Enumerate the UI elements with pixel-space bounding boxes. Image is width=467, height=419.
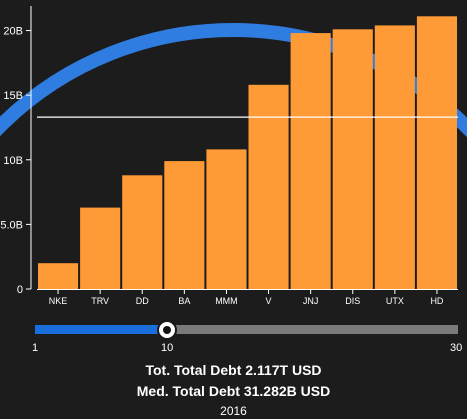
bar-nke	[38, 263, 78, 289]
y-tick-label: 5.0B	[0, 219, 23, 231]
y-tick-label: 10B	[3, 155, 23, 167]
bar-utx	[375, 25, 415, 289]
bar-jnj	[291, 33, 331, 289]
bar-v	[249, 85, 289, 289]
total-debt-stat: Tot. Total Debt 2.117T USD	[0, 362, 467, 378]
y-tick-label: 0	[17, 284, 23, 296]
bar-ba	[164, 161, 204, 289]
y-tick-label: 15B	[3, 90, 23, 102]
x-tick-label-mmm: MMM	[215, 296, 238, 306]
bar-hd	[417, 16, 457, 289]
bar-dis	[333, 29, 373, 289]
x-tick-label-dis: DIS	[345, 296, 360, 306]
slider-handle[interactable]	[157, 320, 177, 340]
x-tick-label-jnj: JNJ	[303, 296, 319, 306]
slider-max-label: 30	[450, 342, 462, 354]
x-tick-label-hd: HD	[430, 296, 443, 306]
debt-bar-chart: 0 5.0B 10B 15B 20B NKE TRV DD BA MMM V JNJ DIS UTX HD	[0, 0, 467, 315]
slider-value-label: 10	[161, 342, 173, 354]
x-tick-label-v: V	[266, 296, 272, 306]
bar-dd	[122, 175, 162, 289]
year-range-slider[interactable]	[35, 323, 458, 335]
median-debt-stat: Med. Total Debt 31.282B USD	[0, 383, 467, 399]
bar-mmm	[206, 149, 246, 289]
bar-trv	[80, 208, 120, 289]
y-tick-label: 20B	[3, 26, 23, 38]
x-tick-label-trv: TRV	[91, 296, 109, 306]
year-label: 2016	[0, 404, 467, 418]
x-tick-label-nke: NKE	[49, 296, 68, 306]
x-tick-label-ba: BA	[178, 296, 190, 306]
x-tick-label-dd: DD	[136, 296, 149, 306]
x-tick-label-utx: UTX	[386, 296, 404, 306]
slider-fill	[35, 325, 166, 334]
slider-min-label: 1	[32, 342, 38, 354]
